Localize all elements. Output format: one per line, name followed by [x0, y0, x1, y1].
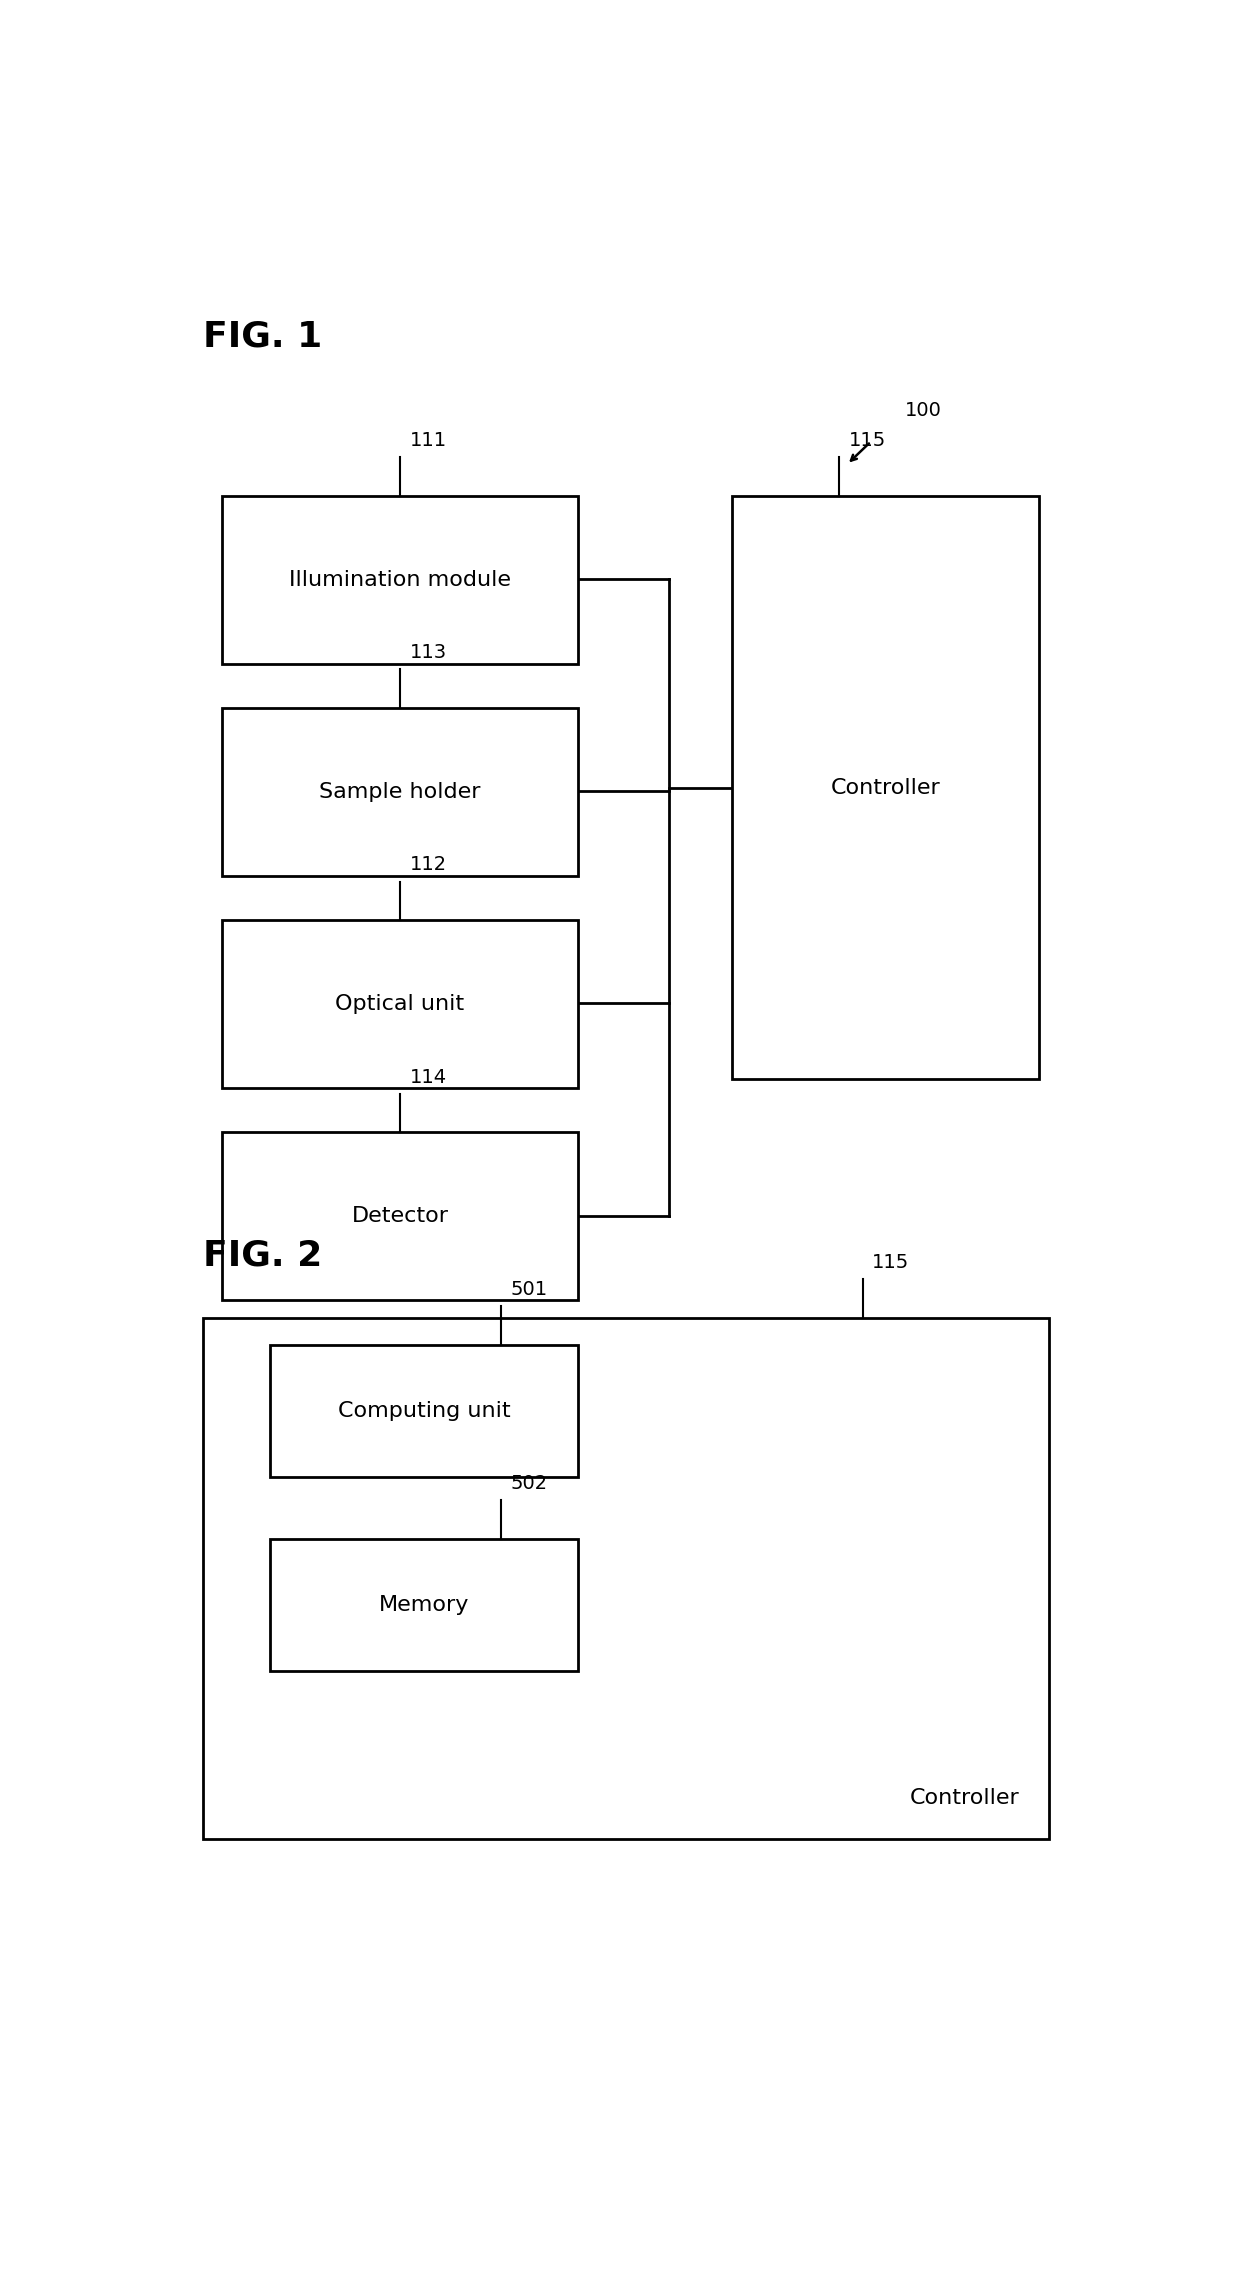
Bar [222, 920, 578, 1088]
Text: Sample holder: Sample holder [320, 783, 481, 803]
Text: 115: 115 [849, 431, 887, 450]
Text: Detector: Detector [352, 1207, 449, 1226]
Bar [270, 1540, 578, 1671]
Bar [222, 709, 578, 877]
Bar [732, 496, 1039, 1079]
Bar [270, 1345, 578, 1478]
Text: 111: 111 [409, 431, 446, 450]
Text: 115: 115 [872, 1253, 910, 1271]
Text: FIG. 2: FIG. 2 [203, 1239, 322, 1271]
Text: FIG. 1: FIG. 1 [203, 319, 322, 353]
Text: 502: 502 [511, 1473, 548, 1494]
Text: Controller: Controller [831, 778, 940, 799]
Text: 112: 112 [409, 856, 446, 874]
Bar [203, 1317, 1049, 1838]
Text: Controller: Controller [910, 1788, 1019, 1808]
Text: Computing unit: Computing unit [337, 1400, 511, 1421]
Text: Illumination module: Illumination module [289, 569, 511, 590]
Text: Memory: Memory [379, 1595, 469, 1616]
Text: 114: 114 [409, 1067, 446, 1086]
Text: 113: 113 [409, 643, 446, 663]
Bar [222, 496, 578, 663]
Bar [222, 1131, 578, 1301]
Text: 501: 501 [511, 1281, 548, 1299]
Text: Optical unit: Optical unit [336, 994, 465, 1014]
Text: 100: 100 [905, 402, 941, 420]
